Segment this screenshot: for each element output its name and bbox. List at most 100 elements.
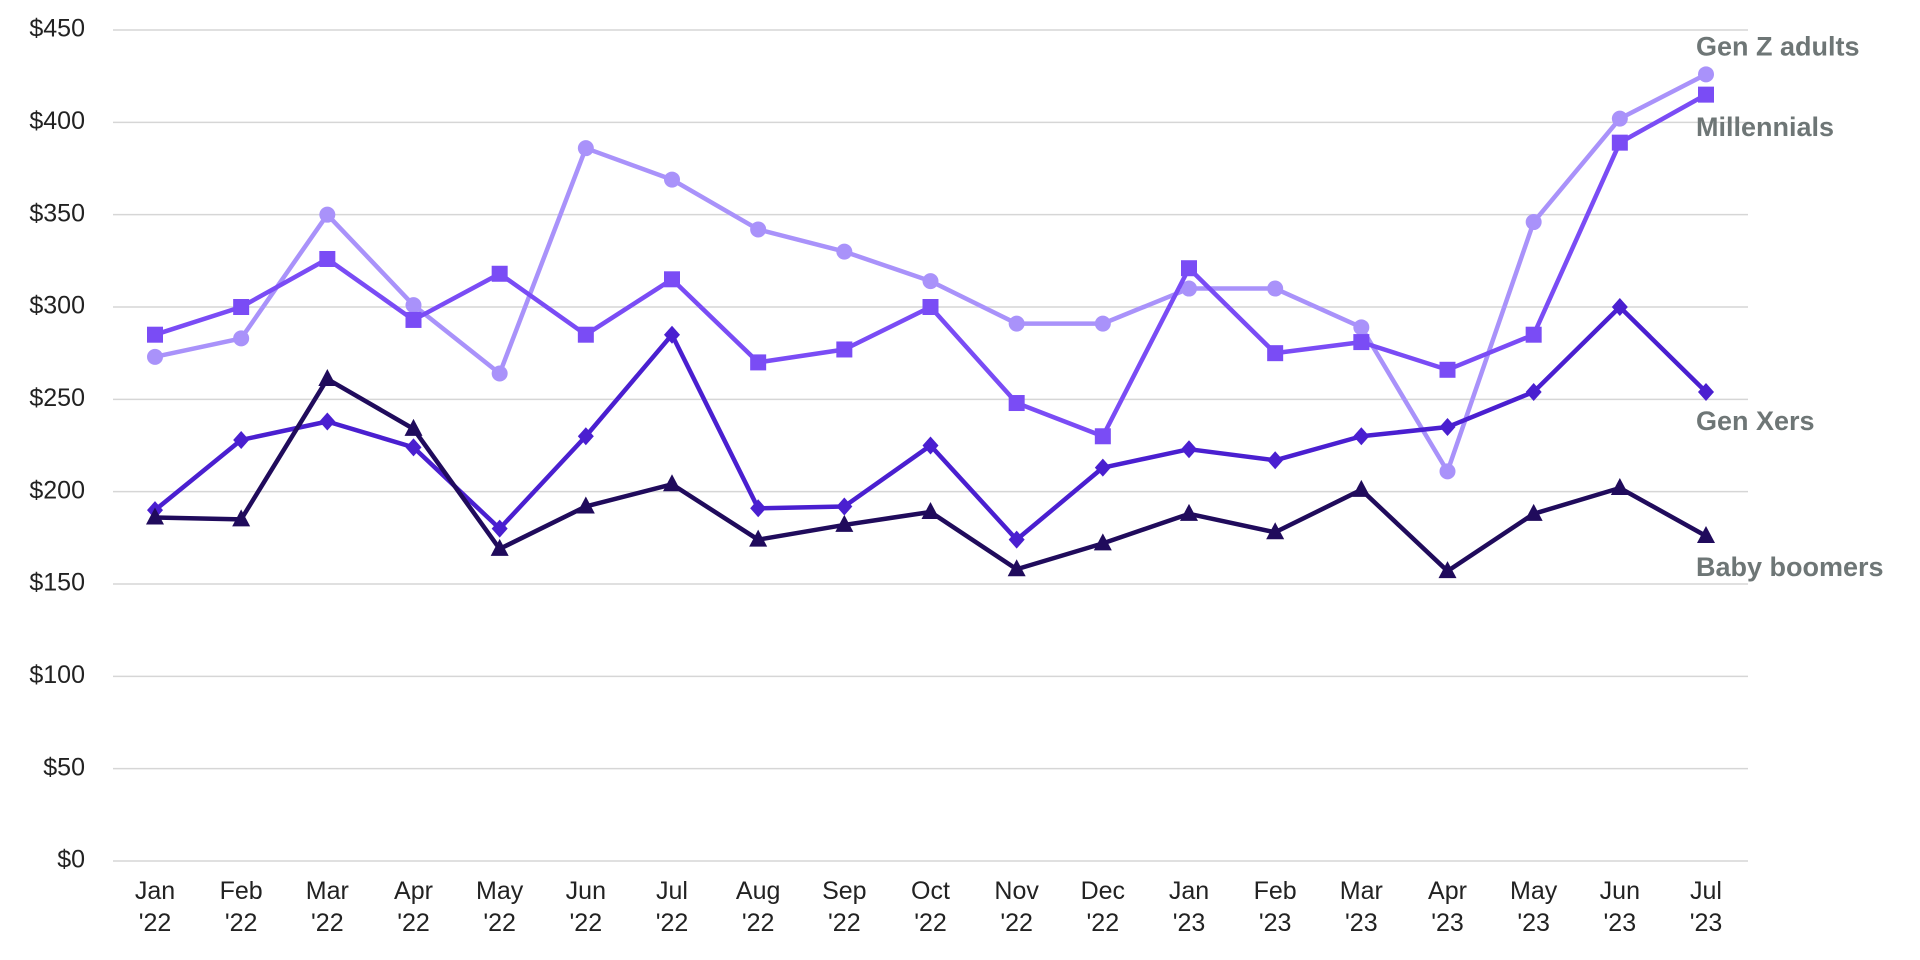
y-tick-label: $300 bbox=[29, 292, 85, 320]
point bbox=[405, 297, 422, 314]
x-tick-label: Jun '23 bbox=[1599, 877, 1640, 937]
point bbox=[491, 365, 508, 382]
point bbox=[1439, 418, 1456, 437]
point bbox=[1698, 382, 1714, 401]
point bbox=[404, 418, 423, 436]
point bbox=[405, 311, 422, 328]
point bbox=[319, 250, 336, 267]
point bbox=[1353, 319, 1370, 336]
x-tick-label: Jun '22 bbox=[565, 877, 606, 937]
point bbox=[664, 171, 680, 188]
point bbox=[836, 341, 853, 358]
point bbox=[147, 326, 163, 343]
point bbox=[319, 412, 336, 431]
point bbox=[232, 509, 251, 527]
point bbox=[836, 497, 853, 516]
point bbox=[664, 271, 680, 288]
x-tick-label: Jan '22 bbox=[134, 877, 176, 937]
point bbox=[233, 299, 250, 315]
x-tick-label: Sep '22 bbox=[822, 877, 867, 937]
y-tick-label: $200 bbox=[29, 476, 85, 504]
series-label: Gen Xers bbox=[1696, 406, 1815, 436]
series-line bbox=[154, 92, 1708, 439]
x-tick-label: Feb '22 bbox=[219, 877, 263, 937]
point bbox=[1267, 451, 1284, 470]
point bbox=[233, 330, 250, 347]
point bbox=[922, 436, 939, 455]
point bbox=[1697, 525, 1715, 543]
x-tick-label: Aug '22 bbox=[735, 877, 781, 937]
point bbox=[318, 369, 337, 387]
y-tick-label: $350 bbox=[29, 199, 85, 227]
series-label: Baby boomers bbox=[1696, 552, 1884, 582]
point bbox=[750, 354, 767, 371]
point bbox=[663, 474, 681, 492]
point bbox=[750, 499, 767, 518]
point bbox=[577, 140, 594, 157]
point bbox=[750, 221, 767, 238]
y-tick-label: $50 bbox=[43, 753, 85, 781]
point bbox=[405, 438, 422, 457]
point bbox=[1180, 503, 1198, 521]
y-tick-label: $250 bbox=[29, 384, 85, 412]
point bbox=[491, 519, 508, 538]
point bbox=[1611, 298, 1628, 316]
point bbox=[1181, 280, 1197, 297]
point bbox=[1266, 522, 1285, 540]
point bbox=[147, 348, 163, 365]
x-tick-label: May '23 bbox=[1510, 877, 1558, 937]
point bbox=[577, 326, 594, 343]
point bbox=[490, 538, 509, 556]
point bbox=[576, 496, 595, 514]
x-tick-label: Feb '23 bbox=[1253, 877, 1297, 937]
y-tick-label: $100 bbox=[29, 661, 85, 689]
point bbox=[749, 529, 768, 547]
point bbox=[1353, 334, 1370, 351]
point bbox=[1094, 458, 1111, 477]
x-tick-label: Apr '23 bbox=[1428, 877, 1467, 937]
point bbox=[1267, 280, 1284, 297]
x-tick-label: Nov '22 bbox=[994, 877, 1039, 937]
point bbox=[835, 514, 854, 532]
x-tick-label: Jul '23 bbox=[1689, 877, 1723, 937]
x-tick-label: Dec '22 bbox=[1080, 877, 1126, 937]
grid bbox=[113, 29, 1748, 862]
point bbox=[1181, 440, 1197, 459]
point bbox=[1353, 427, 1370, 446]
series-label: Millennials bbox=[1696, 112, 1834, 142]
point bbox=[922, 299, 939, 315]
x-tick-label: Apr '22 bbox=[394, 877, 433, 937]
point bbox=[1698, 86, 1714, 103]
point bbox=[836, 243, 853, 260]
point bbox=[921, 501, 940, 519]
point bbox=[491, 265, 508, 282]
y-tick-label: $0 bbox=[57, 846, 85, 874]
x-tick-label: Mar '23 bbox=[1339, 877, 1383, 937]
point bbox=[577, 427, 594, 446]
point bbox=[233, 430, 250, 449]
point bbox=[319, 206, 336, 223]
point bbox=[1524, 503, 1543, 521]
x-tick-label: Jan '23 bbox=[1168, 877, 1210, 937]
point bbox=[922, 273, 939, 290]
point bbox=[1525, 382, 1542, 401]
y-tick-label: $450 bbox=[29, 15, 85, 43]
point bbox=[1007, 559, 1026, 577]
point bbox=[1610, 477, 1629, 495]
point bbox=[1438, 561, 1457, 579]
point bbox=[664, 325, 680, 344]
x-tick-label: May '22 bbox=[476, 877, 524, 937]
point bbox=[1439, 463, 1456, 480]
point bbox=[1525, 214, 1542, 231]
point bbox=[1181, 260, 1197, 277]
point bbox=[1611, 134, 1628, 151]
point bbox=[1008, 315, 1025, 332]
point bbox=[1352, 479, 1371, 497]
x-tick-label: Oct '22 bbox=[911, 877, 950, 937]
point bbox=[1439, 361, 1456, 378]
point bbox=[1093, 533, 1112, 551]
point bbox=[1698, 66, 1714, 83]
point bbox=[1267, 345, 1284, 362]
